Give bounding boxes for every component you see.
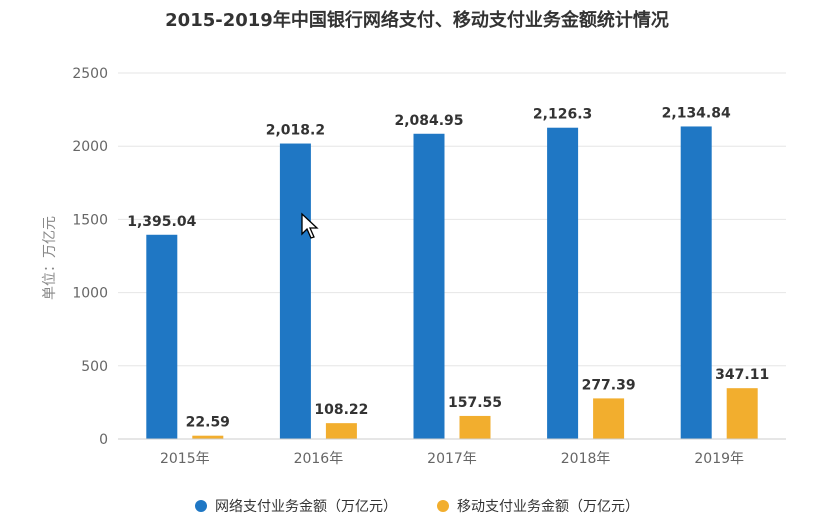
bar-series-1[interactable] bbox=[726, 388, 758, 439]
legend-marker-online-payment bbox=[195, 500, 207, 512]
y-axis-label: 单位：万亿元 bbox=[42, 216, 58, 300]
y-tick-label: 2000 bbox=[72, 139, 108, 155]
chart-title: 2015-2019年中国银行网络支付、移动支付业务金额统计情况 bbox=[165, 10, 669, 31]
data-labels: 1,395.04 22.59 2,018.2 108.22 2,084.95 157.55… bbox=[127, 105, 769, 430]
gridlines bbox=[118, 72, 786, 367]
bar-series-1[interactable] bbox=[459, 415, 491, 439]
bar-series-0[interactable] bbox=[279, 143, 311, 439]
bar-series-0[interactable] bbox=[146, 234, 178, 439]
x-tick-label: 2019年 bbox=[694, 451, 744, 467]
x-tick-label: 2018年 bbox=[561, 451, 611, 467]
data-label-series-1: 347.11 bbox=[715, 367, 769, 383]
data-label-series-1: 108.22 bbox=[314, 402, 368, 418]
x-tick-label: 2017年 bbox=[427, 451, 477, 467]
legend-item-mobile-payment[interactable]: 移动支付业务金额（万亿元） bbox=[437, 496, 639, 516]
y-tick-label: 1500 bbox=[72, 212, 108, 228]
y-tick-label: 500 bbox=[81, 359, 108, 375]
bar-series-0[interactable] bbox=[413, 133, 445, 440]
bar-series-1[interactable] bbox=[593, 398, 625, 439]
data-label-series-1: 277.39 bbox=[582, 377, 636, 393]
bar-series-0[interactable] bbox=[547, 127, 579, 439]
legend-label-online-payment: 网络支付业务金额（万亿元） bbox=[215, 499, 397, 515]
data-label-series-1: 22.59 bbox=[186, 415, 230, 431]
y-tick-label: 2500 bbox=[72, 66, 108, 82]
bar-series-1[interactable] bbox=[192, 435, 224, 439]
data-label-series-1: 157.55 bbox=[448, 395, 502, 411]
bars bbox=[146, 126, 758, 440]
x-axis-ticks: 2015年 2016年 2017年 2018年 2019年 bbox=[160, 451, 744, 467]
x-tick-label: 2015年 bbox=[160, 451, 210, 467]
x-tick-label: 2016年 bbox=[294, 451, 344, 467]
legend-marker-mobile-payment bbox=[437, 500, 449, 512]
y-axis-ticks: 0 500 1000 1500 2000 2500 bbox=[72, 66, 108, 448]
data-label-series-0: 2,018.2 bbox=[266, 123, 325, 139]
y-tick-label: 1000 bbox=[72, 286, 108, 302]
data-label-series-0: 2,126.3 bbox=[533, 107, 592, 123]
mouse-cursor-icon bbox=[301, 212, 319, 239]
data-label-series-0: 1,395.04 bbox=[127, 214, 196, 230]
data-label-series-0: 2,134.84 bbox=[662, 105, 731, 121]
y-tick-label: 0 bbox=[99, 432, 108, 448]
legend-label-mobile-payment: 移动支付业务金额（万亿元） bbox=[457, 499, 639, 515]
legend: 网络支付业务金额（万亿元） 移动支付业务金额（万亿元） bbox=[0, 496, 834, 516]
data-label-series-0: 2,084.95 bbox=[394, 113, 463, 129]
bar-series-1[interactable] bbox=[325, 423, 357, 439]
bar-series-0[interactable] bbox=[680, 126, 712, 440]
legend-item-online-payment[interactable]: 网络支付业务金额（万亿元） bbox=[195, 496, 397, 516]
